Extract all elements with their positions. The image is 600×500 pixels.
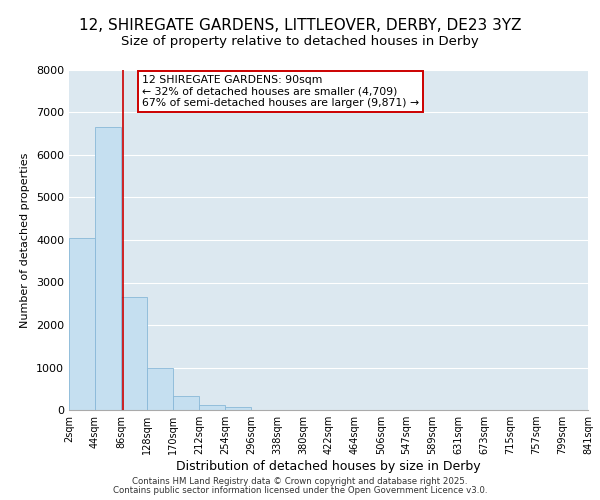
Bar xyxy=(95,128,121,410)
Bar xyxy=(225,406,251,410)
Bar xyxy=(173,396,199,410)
Text: Size of property relative to detached houses in Derby: Size of property relative to detached ho… xyxy=(121,35,479,48)
Bar xyxy=(69,238,95,410)
Bar xyxy=(121,298,147,410)
Bar xyxy=(199,405,225,410)
Bar xyxy=(147,368,173,410)
Text: 12, SHIREGATE GARDENS, LITTLEOVER, DERBY, DE23 3YZ: 12, SHIREGATE GARDENS, LITTLEOVER, DERBY… xyxy=(79,18,521,32)
Text: 12 SHIREGATE GARDENS: 90sqm
← 32% of detached houses are smaller (4,709)
67% of : 12 SHIREGATE GARDENS: 90sqm ← 32% of det… xyxy=(142,75,419,108)
X-axis label: Distribution of detached houses by size in Derby: Distribution of detached houses by size … xyxy=(176,460,481,473)
Text: Contains HM Land Registry data © Crown copyright and database right 2025.: Contains HM Land Registry data © Crown c… xyxy=(132,477,468,486)
Y-axis label: Number of detached properties: Number of detached properties xyxy=(20,152,31,328)
Text: Contains public sector information licensed under the Open Government Licence v3: Contains public sector information licen… xyxy=(113,486,487,495)
